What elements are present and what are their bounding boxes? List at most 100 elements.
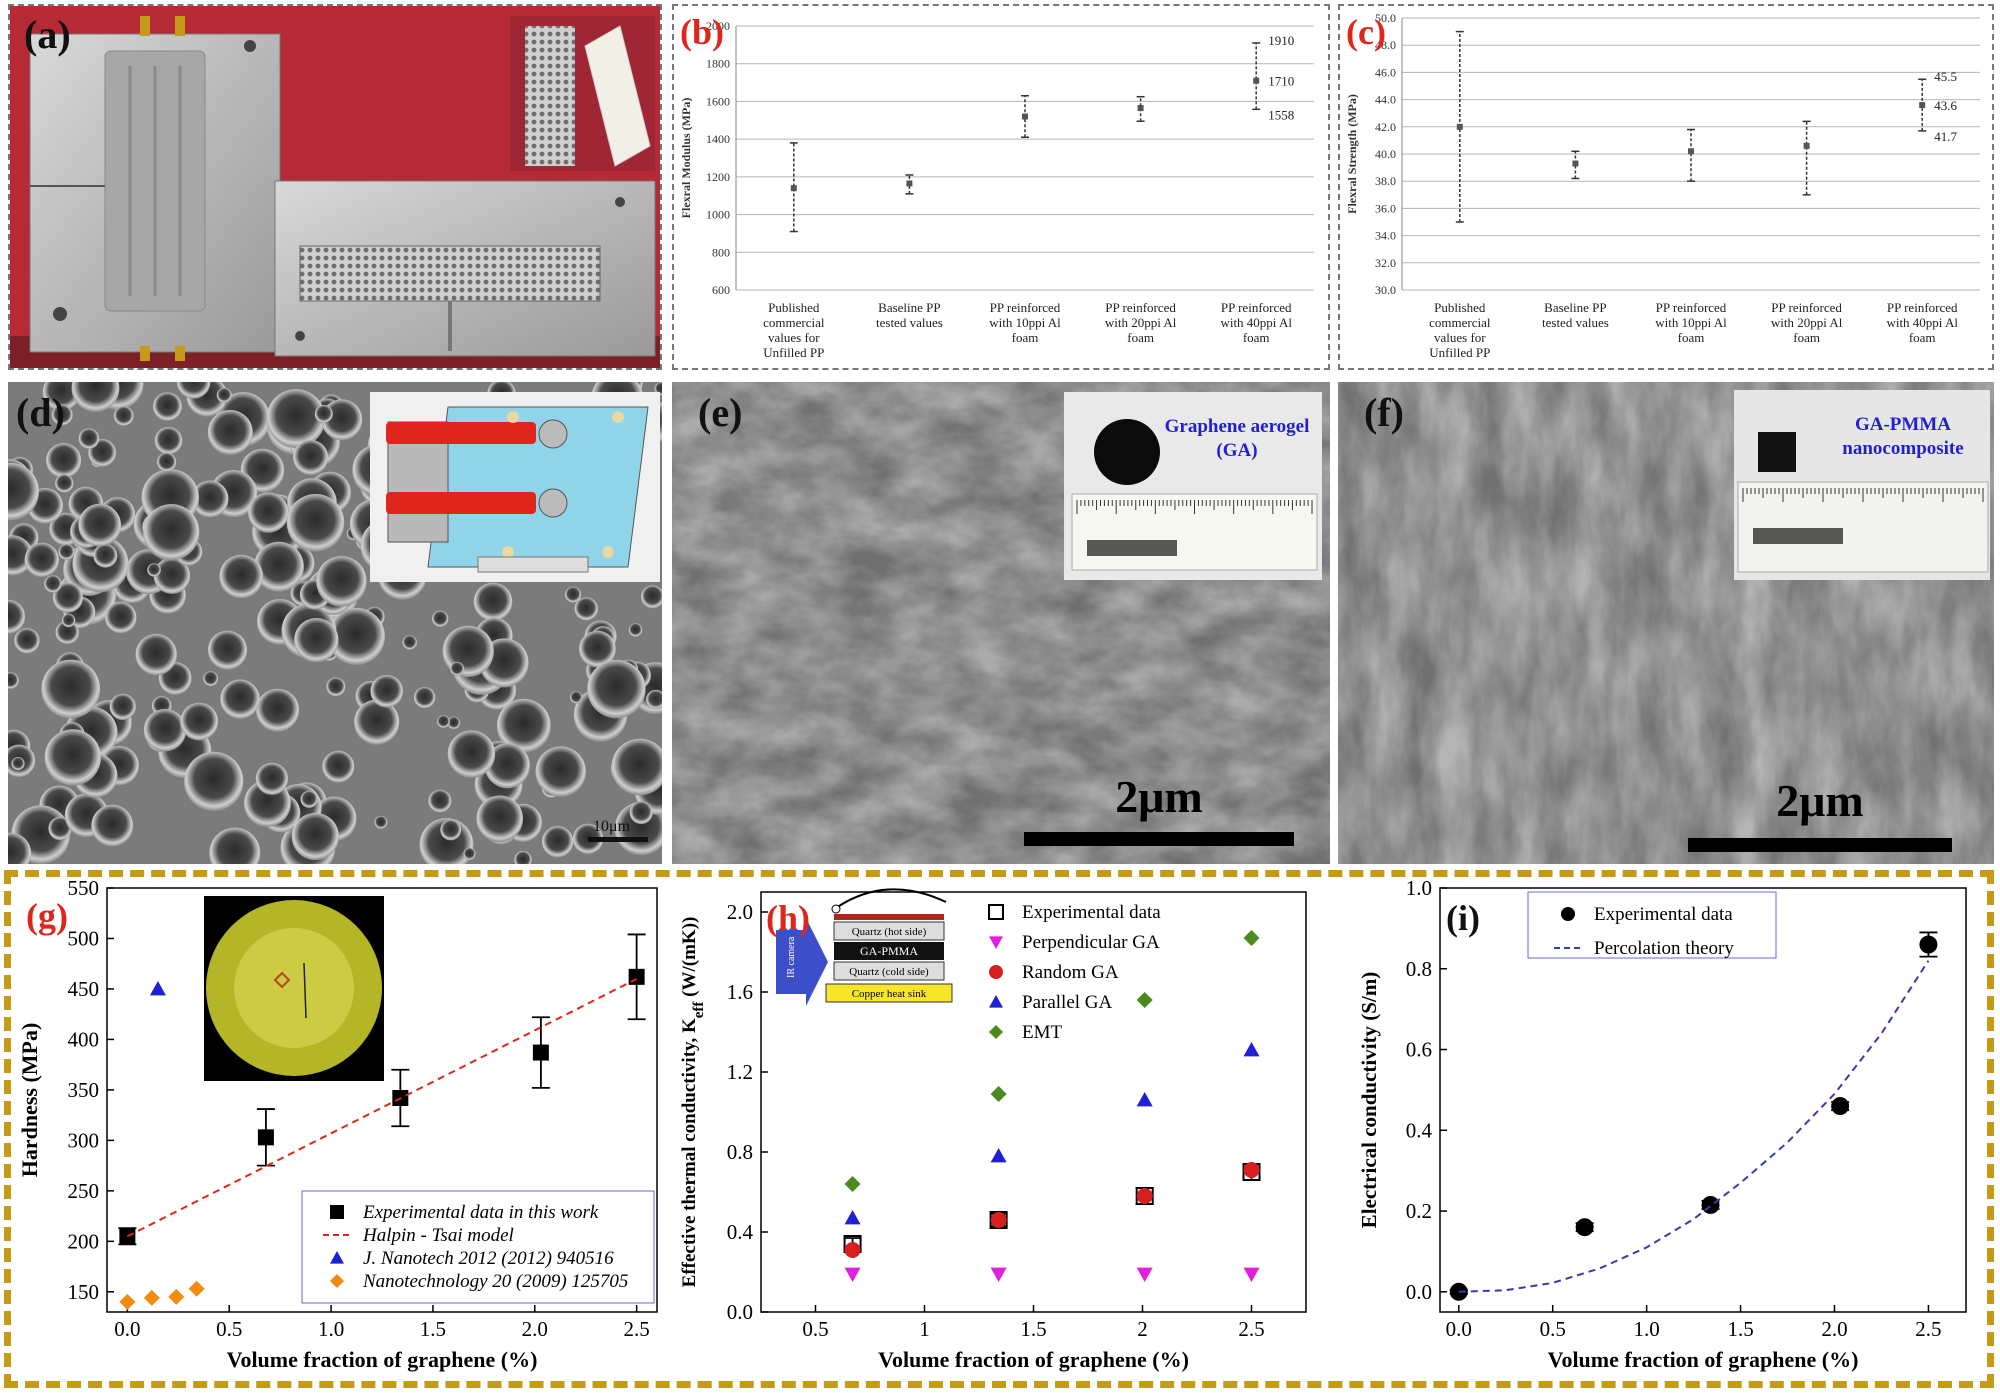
indent-line — [303, 962, 307, 1019]
pore — [109, 693, 136, 720]
ruler-inset: GA-PMMA nanocomposite — [1734, 390, 1990, 580]
x-tick-label: 1.5 — [1727, 1317, 1753, 1341]
y-tick-label: 200 — [68, 1229, 100, 1253]
x-category-label: Unfilled PP — [1429, 345, 1490, 360]
data-point — [1136, 1188, 1153, 1204]
x-tick-label: 0.5 — [216, 1317, 242, 1341]
quartz-hot-layer — [833, 921, 945, 941]
x-category-label: tested values — [876, 315, 943, 330]
legend-label: Parallel GA — [1022, 992, 1113, 1013]
y-tick-label: 44.0 — [1375, 93, 1396, 107]
pore — [44, 729, 101, 786]
pore — [570, 691, 583, 704]
x-category-label: PP reinforced — [1771, 300, 1842, 315]
x-tick-label: 0.0 — [114, 1317, 140, 1341]
pore — [153, 392, 182, 421]
pore — [413, 686, 436, 709]
panel-letter: (h) — [766, 898, 810, 938]
pore — [370, 675, 404, 708]
data-point — [628, 968, 645, 985]
legend-label: Random GA — [1022, 962, 1119, 983]
ga-pmma-layer — [834, 942, 944, 960]
value-annotation: 45.5 — [1934, 69, 1957, 84]
x-category-label: foam — [1012, 330, 1039, 345]
data-point — [844, 1267, 861, 1282]
indent-highlight — [234, 928, 354, 1048]
legend-marker — [989, 1025, 1003, 1039]
legend-marker — [989, 995, 1003, 1008]
data-point — [990, 1267, 1007, 1282]
x-category-label: PP reinforced — [1656, 300, 1727, 315]
y-tick-label: 2.0 — [727, 900, 753, 924]
x-category-label: with 10ppi Al — [1655, 315, 1727, 330]
pore — [255, 762, 288, 795]
legend-label: Experimental data — [1594, 904, 1733, 925]
panel-e-sem-image: Graphene aerogel (GA) 2μm (e) — [672, 382, 1330, 864]
pore — [41, 659, 101, 719]
panel-c: 30.0 32.0 34.0 36.0 38.0 40.0 42.0 44.0 46.0 48.0… — [1338, 4, 1994, 370]
pore — [628, 623, 643, 637]
y-tick-label: 0.4 — [1406, 1118, 1433, 1142]
data-point — [188, 1280, 205, 1297]
x-category-label: Unfilled PP — [763, 345, 824, 360]
panel-letter: (b) — [680, 12, 724, 52]
pore — [440, 819, 462, 841]
pore — [93, 543, 118, 568]
panel-d-sem-image: 10μm (d) — [0, 357, 683, 879]
data-point — [149, 980, 166, 996]
y-tick-label: 0.8 — [727, 1140, 753, 1164]
data-point — [1688, 148, 1694, 155]
pore — [432, 610, 449, 627]
legend-label: Halpin - Tsai model — [362, 1225, 514, 1246]
panel-d-letter: (d) — [16, 390, 65, 435]
legend-marker — [330, 1274, 344, 1288]
inset-label-ga: (GA) — [1216, 440, 1257, 461]
indent-mark — [273, 971, 291, 989]
data-point — [1572, 160, 1579, 167]
panel-f: GA-PMMA nanocomposite 2μm (f) — [1338, 382, 1994, 864]
pore — [78, 503, 122, 547]
inset-foam-block — [525, 26, 575, 166]
x-axis-label: Volume fraction of graphene (%) — [227, 1347, 538, 1372]
legend-marker — [989, 936, 1003, 949]
data-point — [990, 1148, 1007, 1163]
legend-label: Experimental data in this work — [362, 1202, 599, 1223]
pore — [326, 677, 346, 697]
x-category-label: Published — [1434, 300, 1486, 315]
value-annotation: 41.7 — [1934, 129, 1957, 144]
pore — [14, 628, 40, 654]
data-point — [1243, 1042, 1260, 1057]
panel-b: 600 800 1000 1200 1400 1600 1800 2000 Flexral Mo… — [672, 4, 1330, 370]
wrench-icon — [386, 492, 536, 514]
y-tick-label: 0.6 — [1406, 1038, 1432, 1062]
panel-d: 10μm (d) — [0, 357, 683, 879]
x-tick-label: 2.5 — [1915, 1317, 1941, 1341]
y-axis-label: Flexral Modulus (MPa) — [679, 98, 693, 219]
x-category-label: foam — [1243, 330, 1270, 345]
panel-a: (a) — [8, 4, 662, 370]
pore — [46, 443, 82, 479]
pore — [104, 601, 137, 634]
pore — [256, 688, 300, 732]
pore — [157, 452, 177, 472]
copper-sink-layer — [825, 983, 953, 1003]
x-tick-label: 2.0 — [1821, 1317, 1847, 1341]
chart-h: 0.5 1 1.5 2 2.5 0.0 0.4 0.8 1.2 1.6 2.0 Volume frac… — [679, 888, 1307, 1372]
y-tick-label: 400 — [68, 1027, 100, 1051]
legend-label: Percolation theory — [1594, 938, 1734, 959]
chart-b: 600 800 1000 1200 1400 1600 1800 2000 Flexral Mo… — [679, 12, 1314, 360]
panel-a-photo: (a) — [10, 6, 660, 368]
ga-pmma-sample — [1758, 432, 1796, 472]
y-tick-label: 0.2 — [1406, 1199, 1432, 1223]
pore — [614, 802, 668, 856]
y-axis-label: Hardness (MPa) — [17, 1023, 42, 1178]
x-category-label: Baseline PP — [878, 300, 940, 315]
x-category-label: values for — [1434, 330, 1486, 345]
x-category-label: with 10ppi Al — [989, 315, 1061, 330]
y-tick-label: 1.2 — [727, 1060, 753, 1084]
x-category-label: with 40ppi Al — [1886, 315, 1958, 330]
data-point — [257, 1129, 274, 1146]
x-tick-label: 1.5 — [420, 1317, 446, 1341]
pore — [55, 620, 79, 645]
x-category-label: foam — [1678, 330, 1705, 345]
